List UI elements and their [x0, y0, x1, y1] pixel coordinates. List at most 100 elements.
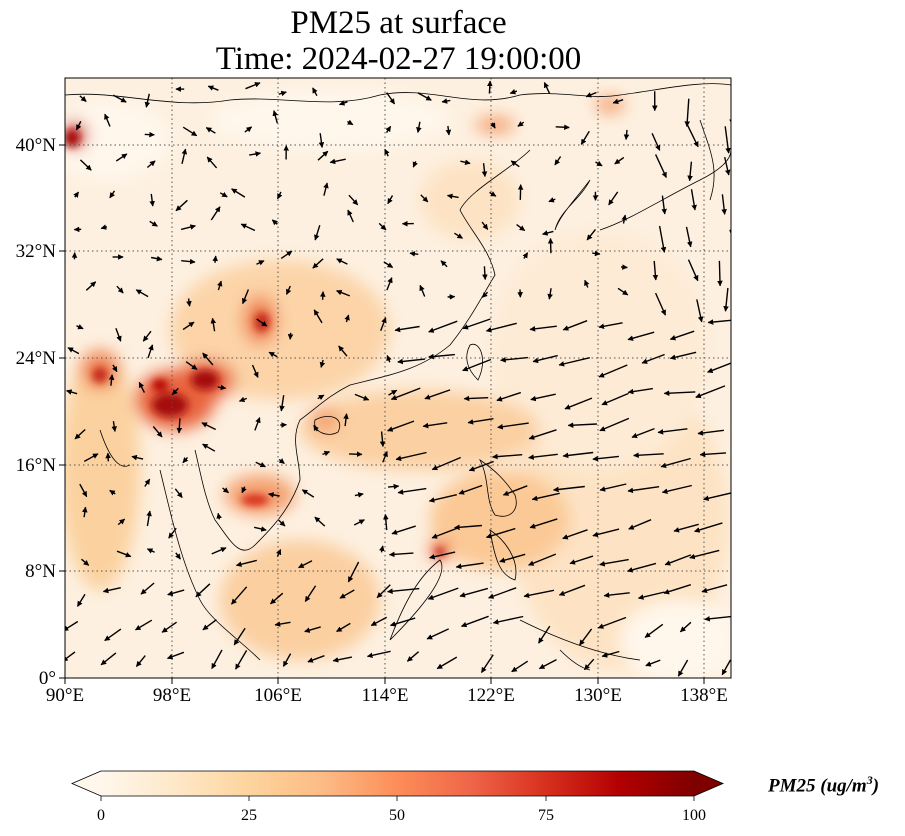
wind-arrow: [562, 451, 594, 459]
wind-arrow: [115, 153, 128, 162]
wind-arrow: [387, 420, 415, 432]
wind-arrow: [202, 619, 217, 631]
colorbar-gradient: [101, 771, 694, 796]
wind-arrow: [108, 374, 115, 386]
wind-arrow: [428, 494, 457, 503]
wind-arrow: [181, 148, 188, 164]
wind-arrow: [677, 659, 689, 677]
wind-arrow: [116, 550, 132, 558]
x-tick-90e: 90°E: [46, 685, 84, 706]
wind-arrow: [348, 194, 359, 206]
wind-arrow: [211, 649, 223, 670]
wind-arrow: [603, 592, 630, 598]
wind-arrow: [627, 387, 654, 395]
wind-arrow: [152, 426, 163, 438]
wind-arrow: [233, 627, 246, 646]
wind-arrow: [529, 325, 557, 332]
wind-arrow: [384, 148, 390, 157]
wind-arrow: [171, 387, 179, 396]
wind-arrow: [376, 584, 391, 599]
wind-arrow: [387, 195, 394, 205]
wind-arrow: [516, 224, 526, 232]
wind-arrow: [645, 659, 661, 667]
wind-arrow: [612, 98, 624, 105]
wind-arrow: [312, 258, 324, 269]
x-tick-130e: 130°E: [574, 685, 622, 706]
wind-arrow: [707, 362, 731, 373]
wind-arrow: [427, 587, 459, 600]
wind-arrow: [388, 551, 414, 558]
wind-arrow: [245, 82, 261, 90]
y-tick-24n: 24°N: [16, 348, 57, 369]
wind-arrow: [428, 320, 458, 333]
y-tick-8n: 8°N: [25, 561, 56, 582]
wind-arrow: [481, 163, 488, 178]
wind-arrow: [319, 291, 326, 300]
wind-arrow: [585, 91, 597, 98]
wind-arrow: [144, 93, 151, 108]
wind-arrow: [336, 258, 348, 265]
wind-arrow: [100, 652, 117, 666]
wind-arrow: [339, 589, 355, 599]
wind-arrow: [256, 318, 268, 327]
wind-arrow: [149, 220, 158, 227]
wind-arrow: [554, 156, 562, 166]
wind-arrow: [386, 277, 393, 291]
wind-arrow: [543, 81, 551, 95]
pm25-map: [65, 78, 731, 678]
wind-arrow: [686, 124, 699, 148]
wind-arrow: [313, 424, 319, 432]
wind-arrow: [497, 422, 529, 430]
wind-arrow: [278, 90, 287, 97]
wind-arrow: [117, 518, 126, 526]
wind-arrow: [538, 658, 557, 670]
wind-arrow: [663, 584, 692, 595]
coastlines: [65, 83, 731, 671]
wind-arrow: [378, 222, 387, 231]
wind-arrow: [182, 321, 195, 331]
wind-arrow: [446, 193, 459, 200]
wind-arrow: [66, 389, 78, 395]
wind-arrow: [332, 656, 353, 663]
wind-arrow: [206, 156, 218, 169]
wind-arrow: [182, 126, 198, 137]
wind-arrow: [468, 460, 494, 472]
wind-arrow: [419, 284, 426, 297]
wind-arrow: [485, 322, 517, 333]
wind-arrow: [268, 351, 278, 358]
gridlines: [65, 78, 731, 678]
wind-arrow: [391, 525, 416, 535]
wind-arrow: [338, 345, 348, 357]
wind-arrow: [67, 347, 80, 355]
wind-arrow: [480, 654, 494, 673]
wind-arrow: [424, 389, 451, 400]
y-tick-16n: 16°N: [16, 455, 57, 476]
map-title-line-1: PM25 at surface: [290, 5, 507, 41]
wind-arrow: [144, 478, 151, 487]
wind-arrow: [623, 129, 630, 141]
wind-arrow: [102, 587, 121, 594]
wind-arrow: [241, 289, 250, 305]
wind-arrow: [553, 485, 585, 493]
wind-arrow: [717, 260, 723, 287]
wind-arrow: [460, 615, 489, 628]
wind-arrow: [195, 583, 211, 598]
wind-arrow: [217, 280, 223, 291]
wind-arrow: [256, 260, 265, 266]
wind-arrow: [275, 548, 282, 557]
wind-arrow: [140, 582, 155, 595]
wind-arrow: [386, 354, 392, 363]
wind-arrow: [663, 390, 696, 396]
wind-arrow: [131, 454, 144, 461]
wind-arrow: [595, 160, 603, 167]
wind-arrow: [579, 628, 593, 646]
wind-arrow: [112, 94, 127, 103]
wind-arrow: [658, 225, 667, 253]
wind-arrow: [322, 450, 331, 457]
wind-arrow: [280, 250, 293, 259]
wind-arrow: [523, 589, 555, 599]
wind-arrow: [584, 279, 590, 288]
wind-arrow: [74, 428, 86, 440]
wind-arrow: [301, 489, 315, 498]
wind-arrow: [490, 122, 496, 129]
